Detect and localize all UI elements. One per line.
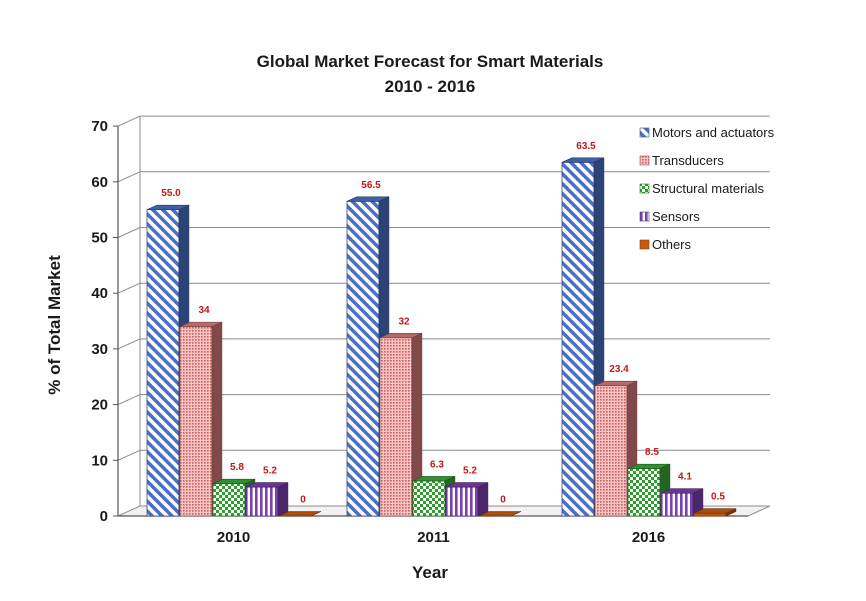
y-axis-title: % of Total Market bbox=[45, 255, 64, 395]
legend: Motors and actuators Transducers Structura… bbox=[640, 125, 775, 252]
data-label: 5.8 bbox=[230, 462, 244, 473]
data-label: 0 bbox=[300, 495, 306, 506]
legend-swatch bbox=[640, 212, 649, 221]
data-label: 0 bbox=[500, 495, 506, 506]
bar-front bbox=[246, 487, 278, 516]
y-tick-label: 20 bbox=[91, 397, 108, 414]
y-tick-label: 10 bbox=[91, 452, 108, 469]
chart-title: Global Market Forecast for Smart Materia… bbox=[257, 52, 604, 71]
chart-subtitle: 2010 - 2016 bbox=[385, 77, 476, 96]
legend-entry: Structural materials bbox=[640, 181, 764, 196]
legend-swatch bbox=[640, 156, 649, 165]
legend-label: Structural materials bbox=[652, 181, 764, 196]
bar-front bbox=[628, 469, 660, 516]
data-label: 55.0 bbox=[161, 188, 181, 199]
bar-front bbox=[562, 162, 594, 516]
data-label: 5.2 bbox=[463, 466, 477, 477]
x-tick-label: 2016 bbox=[632, 529, 665, 546]
legend-entry: Sensors bbox=[640, 209, 700, 224]
bar-front bbox=[661, 493, 693, 516]
y-tick-label: 60 bbox=[91, 174, 108, 191]
x-tick-label: 2010 bbox=[217, 529, 250, 546]
bar-front bbox=[413, 481, 445, 516]
data-label: 63.5 bbox=[576, 141, 596, 152]
legend-swatch bbox=[640, 240, 649, 249]
bar bbox=[446, 483, 488, 516]
x-axis-title: Year bbox=[412, 563, 448, 582]
legend-entry: Motors and actuators bbox=[640, 125, 775, 140]
data-label: 23.4 bbox=[609, 364, 629, 375]
gridline-side bbox=[118, 228, 140, 238]
bar-side bbox=[478, 483, 488, 516]
bar-front bbox=[446, 487, 478, 516]
data-label: 5.2 bbox=[263, 466, 277, 477]
bar-side bbox=[278, 483, 288, 516]
bar-front bbox=[147, 210, 179, 516]
gridline-side bbox=[118, 116, 140, 126]
data-label: 34 bbox=[198, 305, 210, 316]
legend-swatch bbox=[640, 184, 649, 193]
legend-label: Motors and actuators bbox=[652, 125, 775, 140]
bar-front bbox=[595, 386, 627, 516]
data-label: 8.5 bbox=[645, 447, 659, 458]
data-label: 6.3 bbox=[430, 459, 444, 470]
y-tick-label: 50 bbox=[91, 230, 108, 247]
y-tick-label: 30 bbox=[91, 341, 108, 358]
legend-swatch bbox=[640, 128, 649, 137]
data-label: 4.1 bbox=[678, 472, 692, 483]
y-tick-label: 0 bbox=[100, 508, 108, 525]
gridline-side bbox=[118, 339, 140, 349]
data-label: 0.5 bbox=[711, 492, 725, 503]
x-tick-label: 2011 bbox=[417, 529, 450, 546]
bar-front bbox=[380, 338, 412, 516]
data-label: 32 bbox=[398, 316, 410, 327]
gridline-side bbox=[118, 172, 140, 182]
bar bbox=[246, 483, 288, 516]
bar-front bbox=[213, 484, 245, 516]
legend-entry: Others bbox=[640, 237, 692, 252]
data-label: 56.5 bbox=[361, 180, 381, 191]
legend-label: Transducers bbox=[652, 153, 724, 168]
bar-front bbox=[180, 327, 212, 516]
gridline-side bbox=[118, 395, 140, 405]
gridline-side bbox=[118, 450, 140, 460]
bar-front bbox=[694, 513, 726, 516]
gridline-side bbox=[118, 283, 140, 293]
y-tick-label: 40 bbox=[91, 285, 108, 302]
legend-entry: Transducers bbox=[640, 153, 724, 168]
legend-label: Sensors bbox=[652, 209, 700, 224]
legend-label: Others bbox=[652, 237, 692, 252]
bar-front bbox=[347, 201, 379, 516]
y-tick-label: 70 bbox=[91, 118, 108, 135]
